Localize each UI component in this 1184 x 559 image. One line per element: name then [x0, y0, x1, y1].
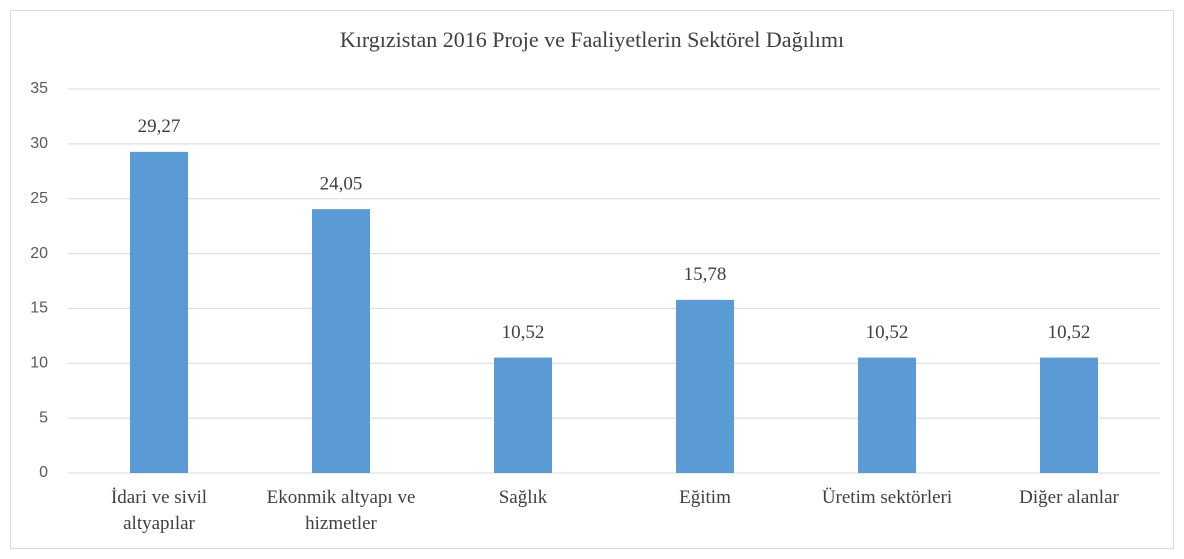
x-tick-label: Üretim sektörleri	[821, 487, 953, 508]
x-tick-label: Ekonmik altyapı ve hizmetler	[266, 487, 416, 534]
y-tick-label: 0	[39, 464, 48, 481]
x-tick-label: Diğer alanlar	[1019, 487, 1119, 508]
bar	[494, 357, 552, 473]
x-tick-label: Eğitim	[679, 487, 731, 508]
chart-title: Kırgızistan 2016 Proje ve Faaliyetlerin …	[340, 27, 844, 52]
data-label: 24,05	[320, 173, 363, 194]
data-label: 15,78	[684, 264, 727, 285]
chart-border	[10, 10, 1174, 549]
bar	[1040, 357, 1098, 473]
y-tick-label: 20	[30, 245, 48, 262]
y-tick-label: 10	[30, 355, 48, 372]
bar	[312, 209, 370, 473]
x-tick-label: Sağlık	[498, 487, 548, 508]
data-label: 10,52	[866, 322, 909, 343]
bar	[676, 299, 734, 473]
y-tick-label: 5	[39, 409, 48, 426]
data-label: 10,52	[502, 322, 545, 343]
y-tick-label: 15	[30, 300, 48, 317]
bar	[130, 151, 188, 474]
y-tick-label: 35	[30, 80, 48, 97]
y-tick-label: 25	[30, 190, 48, 207]
data-label: 29,27	[138, 116, 181, 137]
y-tick-label: 30	[30, 135, 48, 152]
data-label: 10,52	[1048, 322, 1091, 343]
bar	[858, 357, 916, 473]
x-tick-label: İdari ve sivil altyapılar	[110, 487, 208, 534]
